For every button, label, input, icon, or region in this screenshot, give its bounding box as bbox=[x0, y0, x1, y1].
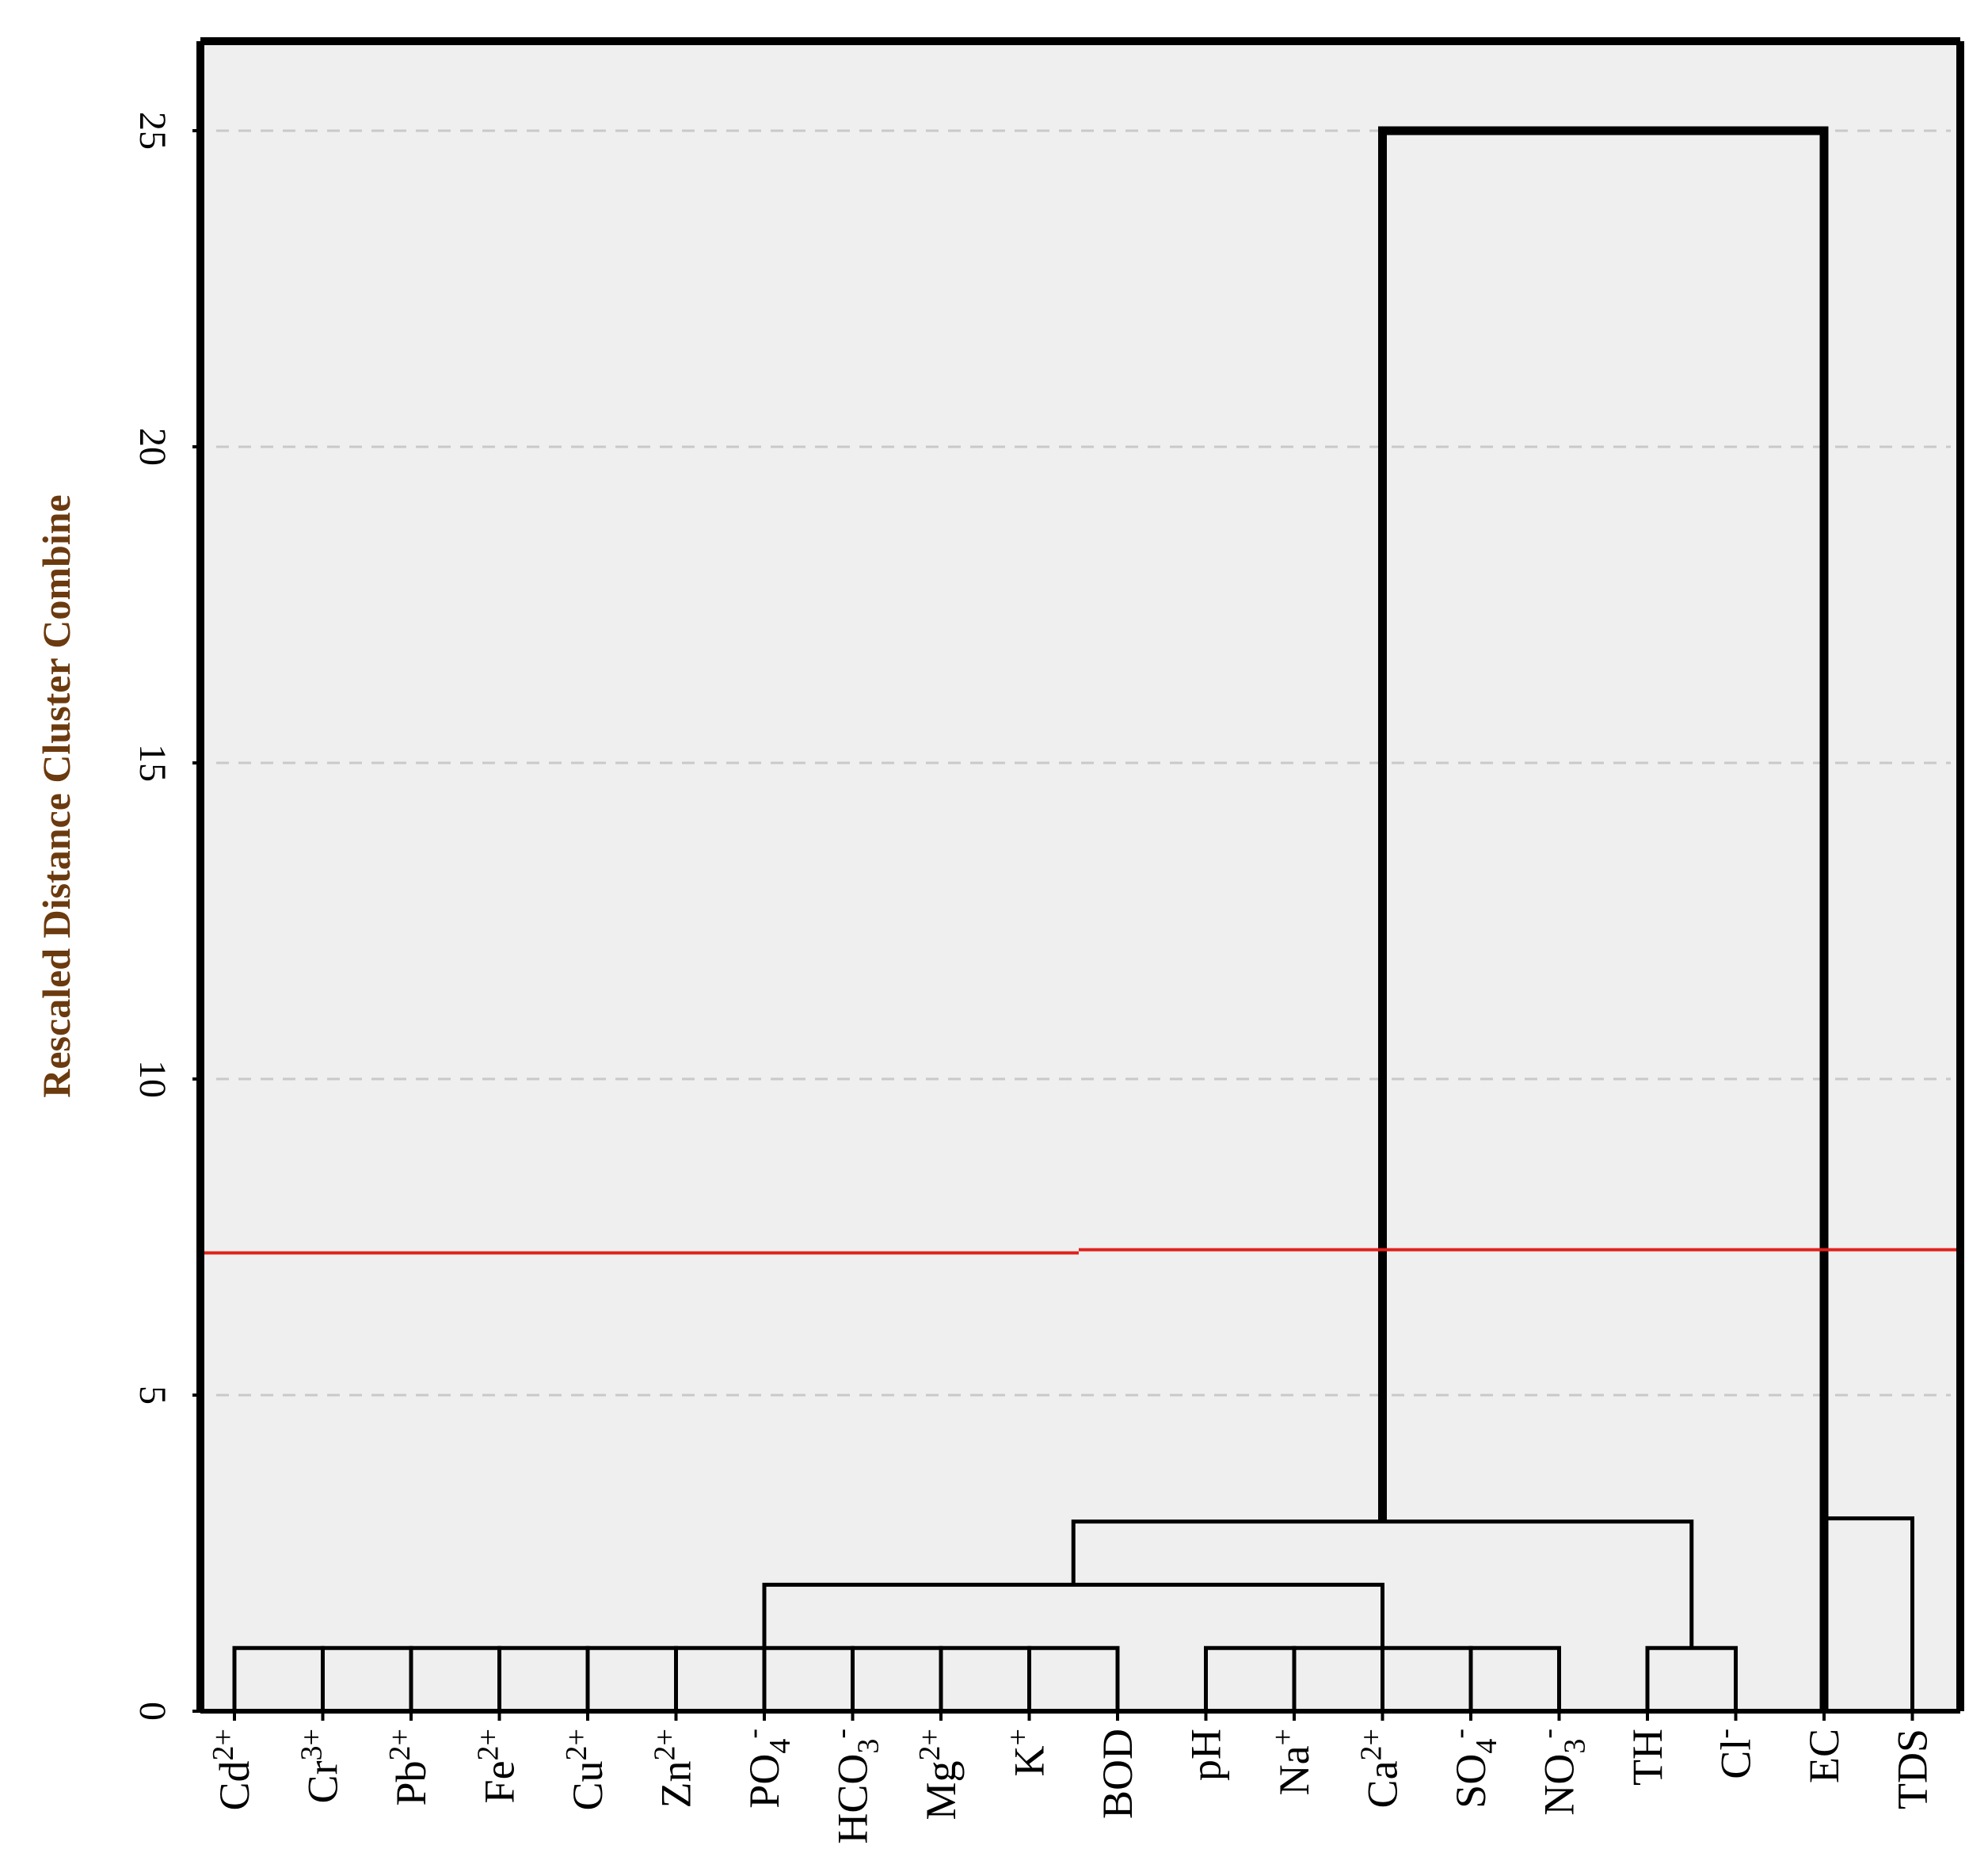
leaf-label-sup: 3+ bbox=[295, 1729, 329, 1760]
leaf-label-base: Fe bbox=[476, 1760, 524, 1803]
leaf-label-base: NO bbox=[1536, 1754, 1583, 1816]
leaf-label-base: pH bbox=[1183, 1729, 1230, 1781]
leaf-label: Fe2+ bbox=[472, 1729, 524, 1803]
leaf-label-base: Cu bbox=[564, 1760, 611, 1810]
y-tick-label: 0 bbox=[131, 1702, 173, 1721]
leaf-label-sub: 4 bbox=[764, 1739, 797, 1754]
leaf-label-base: TH bbox=[1624, 1729, 1671, 1786]
leaf-label-base: HCO bbox=[829, 1754, 877, 1844]
leaf-label-sup: 2+ bbox=[649, 1729, 682, 1760]
leaf-label-sup: 2+ bbox=[383, 1729, 417, 1760]
leaf-label-sup: 2+ bbox=[472, 1729, 505, 1760]
leaf-label-base: Na bbox=[1270, 1745, 1318, 1795]
leaf-label-base: Zn bbox=[653, 1760, 700, 1808]
leaf-label-sup: + bbox=[1002, 1729, 1035, 1745]
leaf-label-base: TDS bbox=[1889, 1729, 1937, 1809]
plot-background bbox=[200, 41, 1960, 1711]
leaf-label-base: K bbox=[1006, 1745, 1053, 1776]
leaf-label: TH bbox=[1624, 1729, 1671, 1786]
leaf-label-base: EC bbox=[1800, 1729, 1848, 1783]
leaf-label-base: SO bbox=[1447, 1754, 1495, 1809]
leaf-label: Cr3+ bbox=[295, 1729, 347, 1803]
leaf-label-sup: 2+ bbox=[913, 1729, 946, 1760]
grid-lines bbox=[216, 129, 1951, 1397]
leaf-label-sup: - bbox=[1532, 1729, 1565, 1739]
leaf-label-sup: + bbox=[1266, 1729, 1300, 1745]
leaf-label-base: Cr bbox=[299, 1760, 347, 1803]
leaf-label: HCO3- bbox=[825, 1729, 885, 1844]
x-axis-leaf-labels: Cd2+Cr3+Pb2+Fe2+Cu2+Zn2+PO4-HCO3-Mg2+K+ B… bbox=[207, 1711, 1937, 1844]
leaf-label-sup: - bbox=[1443, 1729, 1476, 1739]
leaf-label-sub: 3 bbox=[852, 1739, 885, 1754]
plot-frame bbox=[196, 37, 1964, 1714]
leaf-label: EC bbox=[1800, 1729, 1848, 1783]
leaf-label-base: Pb bbox=[387, 1760, 435, 1805]
y-tick-label: 15 bbox=[131, 744, 173, 782]
leaf-label-base: PO bbox=[741, 1754, 788, 1809]
leaf-label-base: Cd bbox=[211, 1760, 258, 1810]
leaf-label: Ca2+ bbox=[1355, 1729, 1407, 1808]
y-tick-label: 10 bbox=[131, 1060, 173, 1098]
y-tick-label: 25 bbox=[131, 112, 173, 150]
leaf-label-sup: 2+ bbox=[560, 1729, 593, 1760]
leaf-label: K+ bbox=[1002, 1729, 1053, 1776]
leaf-label: Mg2+ bbox=[913, 1729, 965, 1820]
leaf-label: BOD bbox=[1094, 1729, 1141, 1819]
leaf-label-base: Ca bbox=[1359, 1760, 1407, 1808]
leaf-label: NO3- bbox=[1532, 1729, 1592, 1816]
leaf-label-base: Mg bbox=[917, 1760, 965, 1820]
leaf-label: Na+ bbox=[1266, 1729, 1318, 1795]
y-axis-ticks: 0 5 10 15 20 25 bbox=[131, 112, 200, 1721]
dendrogram-link bbox=[1468, 1645, 1561, 1711]
y-tick-label: 5 bbox=[131, 1386, 173, 1405]
leaf-label: Cu2+ bbox=[560, 1729, 611, 1810]
y-tick-label: 20 bbox=[131, 428, 173, 466]
leaf-label-base: BOD bbox=[1094, 1729, 1141, 1819]
dendrogram-links bbox=[232, 126, 1914, 1711]
leaf-label: pH bbox=[1183, 1729, 1230, 1781]
leaf-label-sup: - bbox=[825, 1729, 859, 1739]
leaf-label-base: Cl bbox=[1712, 1739, 1760, 1779]
leaf-label-sub: 3 bbox=[1559, 1739, 1592, 1754]
leaf-label-sup: - bbox=[1708, 1729, 1742, 1739]
leaf-label: SO4- bbox=[1443, 1729, 1503, 1809]
dendrogram-link bbox=[1027, 1645, 1120, 1711]
leaf-label: Cd2+ bbox=[207, 1729, 258, 1810]
y-axis-label: Rescaled Distance Cluster Combine bbox=[34, 494, 78, 1098]
leaf-label: Pb2+ bbox=[383, 1729, 435, 1805]
leaf-label-sup: 2+ bbox=[207, 1729, 240, 1760]
leaf-label-sub: 4 bbox=[1470, 1739, 1503, 1754]
leaf-label: PO4- bbox=[737, 1729, 797, 1809]
leaf-label: Cl- bbox=[1708, 1729, 1760, 1779]
leaf-label-sup: 2+ bbox=[1355, 1729, 1388, 1760]
leaf-label-sup: - bbox=[737, 1729, 770, 1739]
leaf-label: TDS bbox=[1889, 1729, 1937, 1809]
leaf-label: Zn2+ bbox=[649, 1729, 700, 1808]
